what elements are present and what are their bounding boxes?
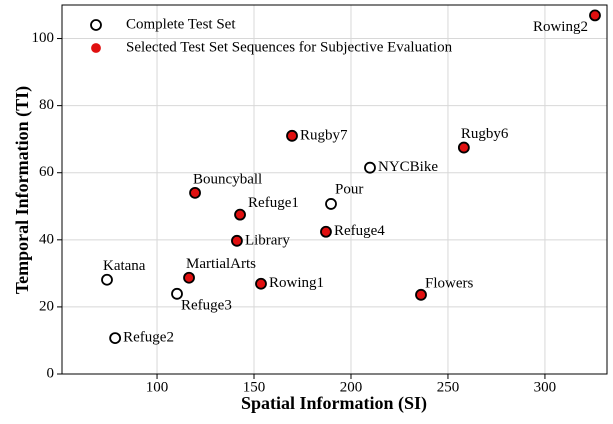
point-label: Refuge1 bbox=[248, 195, 299, 211]
point bbox=[183, 271, 195, 284]
point-label: Rugby7 bbox=[300, 127, 348, 143]
point-label: Rowing1 bbox=[269, 275, 324, 291]
point-label: Flowers bbox=[425, 275, 473, 291]
y-axis-label: Temporal Information (TI) bbox=[12, 86, 33, 294]
x-tick-label: 200 bbox=[340, 379, 363, 395]
point bbox=[231, 234, 243, 247]
x-tick-label: 250 bbox=[437, 379, 460, 395]
point bbox=[171, 287, 183, 300]
legend-label: Selected Test Set Sequences for Subjecti… bbox=[126, 39, 453, 55]
y-tick-label: 0 bbox=[47, 365, 55, 381]
legend-marker bbox=[90, 19, 102, 31]
point bbox=[255, 277, 267, 290]
point-label: NYCBike bbox=[378, 159, 438, 175]
point bbox=[189, 186, 201, 199]
point bbox=[286, 129, 298, 142]
plot-frame bbox=[61, 4, 608, 375]
legend-label: Complete Test Set bbox=[126, 16, 236, 32]
point-label: Rugby6 bbox=[461, 126, 509, 142]
point bbox=[109, 332, 122, 345]
y-tick-label: 80 bbox=[39, 97, 54, 113]
point-label: Rowing2 bbox=[533, 19, 588, 35]
point-label: Refuge2 bbox=[123, 330, 174, 346]
y-tick-label: 60 bbox=[39, 164, 54, 180]
point bbox=[320, 225, 332, 238]
x-tick-label: 150 bbox=[243, 379, 266, 395]
point bbox=[234, 208, 246, 221]
point bbox=[457, 141, 470, 154]
point bbox=[364, 161, 376, 174]
legend-marker bbox=[91, 43, 101, 53]
point-label: Refuge3 bbox=[181, 297, 232, 313]
point-label: Katana bbox=[103, 258, 146, 274]
x-tick-label: 300 bbox=[534, 379, 557, 395]
y-tick-label: 40 bbox=[39, 231, 54, 247]
point-label: MartialArts bbox=[186, 256, 256, 272]
point bbox=[325, 198, 337, 210]
point-label: Bouncyball bbox=[193, 171, 262, 187]
y-tick-label: 20 bbox=[39, 298, 54, 314]
point bbox=[589, 9, 601, 22]
x-tick-label: 100 bbox=[146, 379, 169, 395]
y-tick-label: 100 bbox=[32, 30, 55, 46]
point-label: Pour bbox=[335, 181, 363, 197]
point bbox=[101, 273, 113, 286]
point-label: Library bbox=[245, 232, 290, 248]
point bbox=[415, 288, 427, 301]
point-label: Refuge4 bbox=[334, 223, 385, 239]
x-axis-label: Spatial Information (SI) bbox=[241, 393, 427, 414]
